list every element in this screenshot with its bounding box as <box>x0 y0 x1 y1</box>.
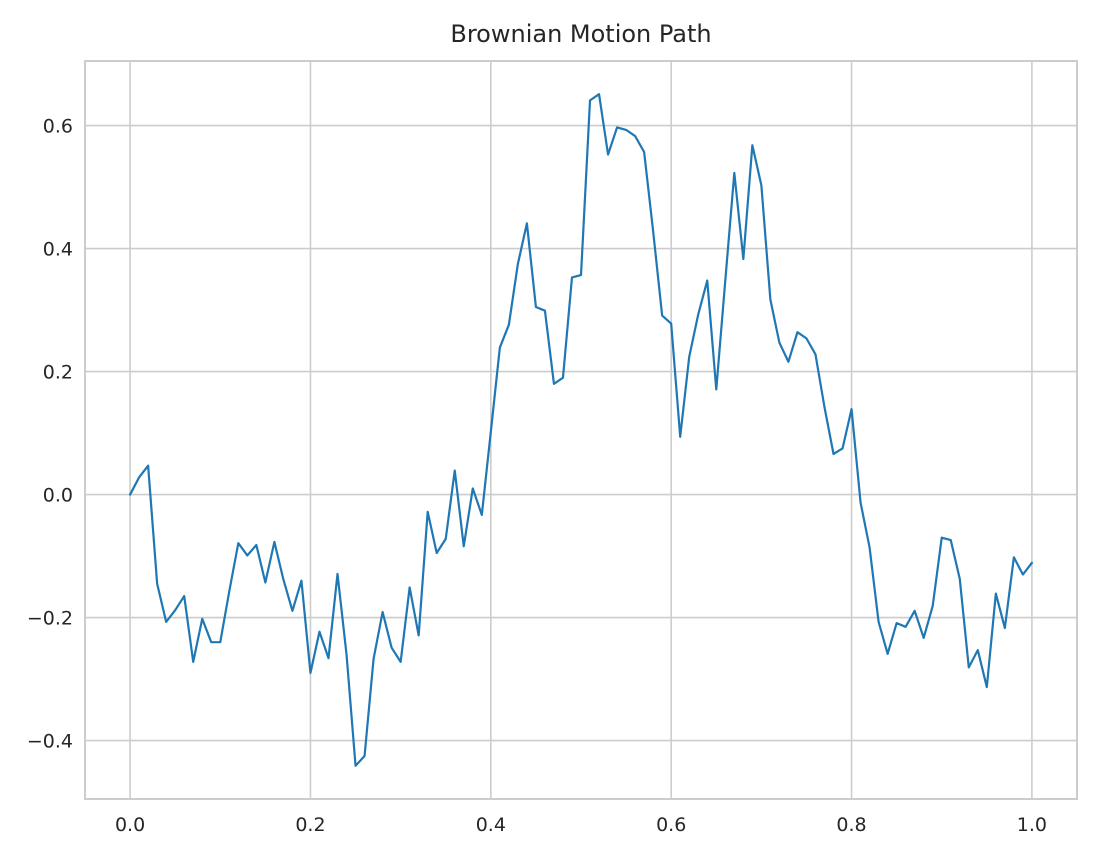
y-tick-label: −0.4 <box>27 731 73 753</box>
x-tick-label: 0.2 <box>295 814 325 836</box>
y-tick-label: 0.6 <box>43 116 73 138</box>
x-tick-label: 0.0 <box>115 814 145 836</box>
y-tick-label: 0.4 <box>43 239 73 261</box>
y-tick-label: 0.2 <box>43 362 73 384</box>
plot-area <box>85 61 1077 799</box>
x-tick-label: 0.6 <box>656 814 686 836</box>
x-tick-label: 0.4 <box>476 814 506 836</box>
x-tick-label: 0.8 <box>836 814 866 836</box>
y-tick-label: 0.0 <box>43 485 73 507</box>
chart-title: Brownian Motion Path <box>450 20 711 48</box>
y-tick-label: −0.2 <box>27 608 73 630</box>
x-tick-label: 1.0 <box>1017 814 1047 836</box>
